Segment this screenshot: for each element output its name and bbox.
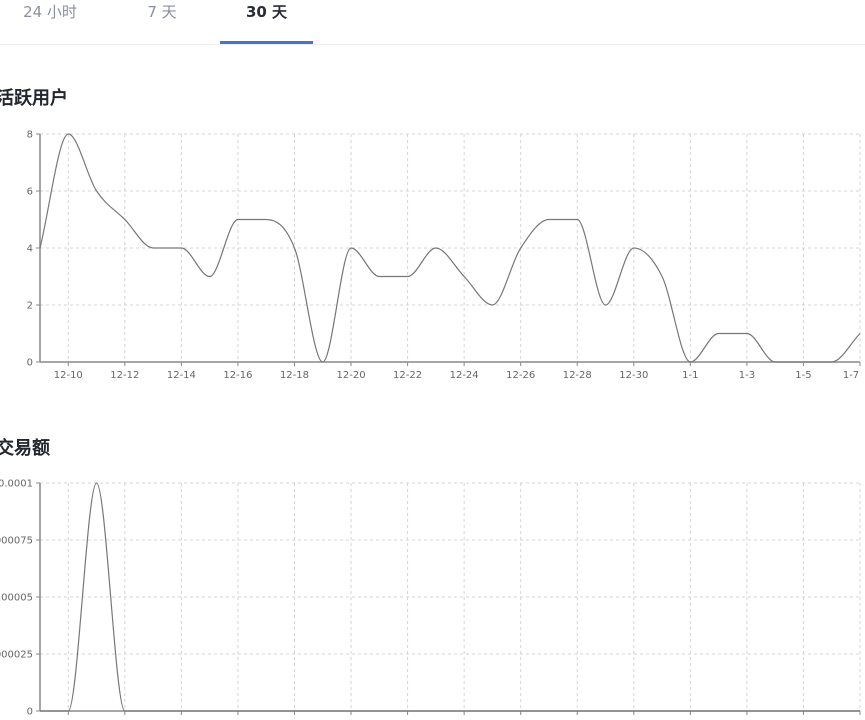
x-tick-label: 12-10 <box>54 370 83 380</box>
x-tick-label: 12-24 <box>450 370 479 380</box>
x-tick-label: 12-26 <box>506 370 535 380</box>
tab-label: 24 小时 <box>23 3 77 21</box>
y-tick-label: 4 <box>27 244 33 255</box>
tab-30-days[interactable]: 30 天 <box>220 0 313 44</box>
x-tick-label: 12-14 <box>167 370 196 380</box>
x-tick-label: 12-12 <box>110 370 139 380</box>
y-tick-label: 6 <box>27 187 33 198</box>
x-tick-label: 12-16 <box>223 370 252 380</box>
tab-24-hours[interactable]: 24 小时 <box>16 0 84 44</box>
y-tick-label: 0.0001 <box>0 479 33 490</box>
active-users-title: 活跃用户 <box>0 88 68 109</box>
y-tick-label: 2 <box>27 301 33 312</box>
x-tick-label: 12-22 <box>393 370 422 380</box>
series-line <box>40 482 860 712</box>
x-tick-label: 12-28 <box>563 370 592 380</box>
x-tick-label: 1-5 <box>795 370 811 380</box>
volume-title: 交易额 <box>0 438 50 459</box>
time-range-tabs: 24 小时 7 天 30 天 <box>0 0 865 45</box>
tab-label: 7 天 <box>147 3 177 21</box>
active-users-chart: 0 2 4 6 8 12-10 12-12 12-14 12-16 12-18 12-20 12-22… <box>27 130 861 380</box>
y-tick-label: 8 <box>27 130 33 141</box>
y-tick-label: 0.00005 <box>0 593 33 604</box>
x-tick-label: 12-20 <box>337 370 366 380</box>
y-tick-label: 0.000075 <box>0 536 33 547</box>
y-tick-label: 0 <box>27 707 33 718</box>
x-tick-label: 1-1 <box>682 370 698 380</box>
x-tick-label: 12-18 <box>280 370 309 380</box>
tab-label: 30 天 <box>245 3 288 21</box>
tab-7-days[interactable]: 7 天 <box>134 0 190 44</box>
x-tick-label: 1-7 <box>843 370 859 380</box>
x-tick-label: 12-30 <box>619 370 648 380</box>
y-tick-label: 0 <box>27 358 33 369</box>
x-tick-label: 1-3 <box>739 370 755 380</box>
series-line <box>39 133 861 363</box>
